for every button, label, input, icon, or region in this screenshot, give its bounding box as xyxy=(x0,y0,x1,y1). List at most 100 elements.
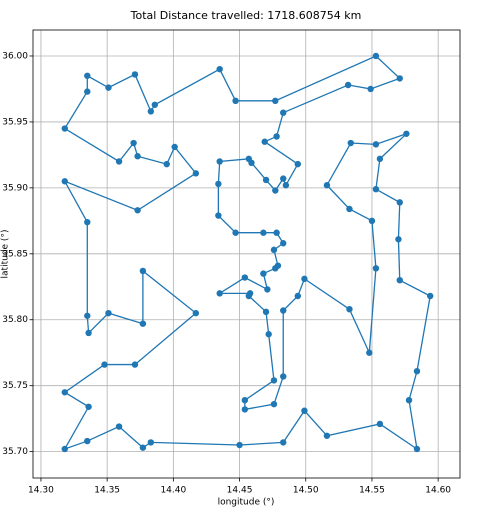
point xyxy=(372,52,380,60)
point xyxy=(282,182,290,189)
y-tick-label: 35.85 xyxy=(2,249,28,259)
point xyxy=(84,72,91,79)
point xyxy=(347,139,354,147)
point xyxy=(163,160,170,168)
point xyxy=(262,176,270,184)
point xyxy=(241,396,249,404)
y-tick-label: 36.00 xyxy=(2,51,28,61)
point xyxy=(273,133,280,140)
point xyxy=(403,130,410,137)
point xyxy=(84,437,91,445)
point xyxy=(270,400,278,408)
x-tick-label: 14.30 xyxy=(28,486,54,496)
point xyxy=(413,367,421,375)
point xyxy=(413,445,421,453)
point xyxy=(115,423,123,430)
point xyxy=(272,97,279,105)
point xyxy=(270,377,278,384)
point xyxy=(236,441,243,449)
point xyxy=(101,361,108,368)
point xyxy=(130,139,137,147)
y-tick-label: 35.70 xyxy=(2,447,28,457)
point xyxy=(192,170,200,177)
point xyxy=(323,182,331,189)
point xyxy=(273,229,280,236)
y-axis-label: latitude (°) xyxy=(1,230,11,279)
point xyxy=(367,85,374,93)
point xyxy=(61,445,68,453)
point xyxy=(216,65,223,73)
point xyxy=(61,125,68,132)
point xyxy=(261,138,268,145)
point xyxy=(85,403,92,410)
point xyxy=(262,308,270,316)
point xyxy=(280,439,287,446)
point xyxy=(260,229,267,236)
point xyxy=(280,373,287,380)
point xyxy=(215,180,222,188)
y-tick-label: 35.80 xyxy=(2,315,28,325)
point xyxy=(232,97,239,105)
point xyxy=(280,175,287,182)
x-tick-label: 14.55 xyxy=(359,486,385,496)
point xyxy=(131,361,139,368)
x-axis-label: longitude (°) xyxy=(218,498,275,508)
y-tick-label: 35.90 xyxy=(2,183,28,193)
point xyxy=(171,143,178,151)
point xyxy=(84,88,91,95)
point xyxy=(346,305,353,313)
point xyxy=(272,187,279,194)
point xyxy=(105,84,112,91)
point xyxy=(241,274,249,281)
point xyxy=(61,389,68,396)
point xyxy=(139,444,147,451)
point xyxy=(395,236,402,243)
point xyxy=(134,207,141,214)
point xyxy=(216,158,223,165)
point xyxy=(376,420,384,428)
point xyxy=(134,153,141,160)
point xyxy=(346,205,353,213)
point xyxy=(84,312,91,319)
point xyxy=(405,396,413,404)
point xyxy=(232,229,239,236)
x-tick-label: 14.50 xyxy=(293,486,319,496)
point xyxy=(376,155,384,163)
point xyxy=(427,292,434,300)
point xyxy=(151,101,159,108)
point xyxy=(85,329,92,337)
point xyxy=(396,75,403,82)
point xyxy=(61,178,68,185)
point xyxy=(105,309,112,317)
point xyxy=(280,307,287,314)
point xyxy=(323,432,331,439)
point xyxy=(147,439,155,446)
point xyxy=(241,406,249,413)
x-tick-label: 14.45 xyxy=(227,486,253,496)
point xyxy=(344,81,352,89)
point xyxy=(245,292,253,300)
point xyxy=(372,265,380,272)
point xyxy=(216,290,223,297)
point xyxy=(260,270,267,277)
route-line xyxy=(63,55,431,451)
point xyxy=(301,407,308,414)
point xyxy=(139,320,147,327)
point xyxy=(265,331,272,338)
x-tick-label: 14.40 xyxy=(160,486,186,496)
point xyxy=(368,217,376,225)
point xyxy=(280,109,287,116)
chart-title: Total Distance travelled: 1718.608754 km xyxy=(130,9,362,22)
point xyxy=(272,265,279,272)
point xyxy=(147,108,155,115)
point xyxy=(264,286,271,293)
point xyxy=(270,246,278,254)
y-tick-label: 35.95 xyxy=(2,117,28,127)
point xyxy=(280,240,287,247)
point xyxy=(139,267,147,275)
y-tick-label: 35.75 xyxy=(2,381,28,391)
point xyxy=(131,71,139,78)
point xyxy=(372,141,380,148)
